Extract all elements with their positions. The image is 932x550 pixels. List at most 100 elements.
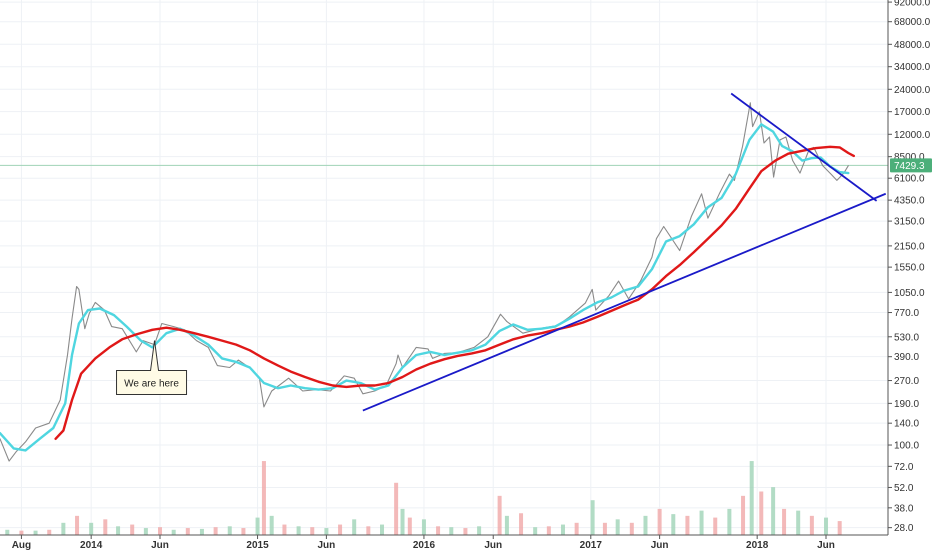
volume-bar	[241, 528, 246, 535]
trendline-resistance	[730, 92, 878, 202]
volume-bar	[296, 526, 301, 535]
x-axis-ticks: Aug 2014 Jun 2015 Jun 2016 Jun 2017 Jun 2018 Jun	[12, 535, 835, 550]
volume-bars	[5, 461, 842, 535]
volume-bar	[477, 526, 482, 535]
volume-bar	[61, 522, 66, 535]
volume-bar	[185, 528, 190, 535]
volume-bar	[727, 508, 732, 535]
y-tick-label: 12000.0	[894, 130, 931, 141]
volume-bar	[394, 482, 399, 535]
y-axis-ticks: 92000.0 68000.0 48000.0 34000.0 24000.0 17000…	[888, 0, 931, 534]
volume-bar	[699, 510, 704, 535]
y-tick-label: 770.0	[894, 308, 919, 319]
volume-bar	[158, 527, 163, 535]
volume-bar	[590, 500, 595, 535]
volume-bar	[33, 530, 38, 535]
volume-bar	[519, 513, 524, 535]
current-price-tag: 7429.3	[890, 158, 932, 173]
volume-bar	[89, 522, 94, 535]
volume-bar	[436, 526, 441, 535]
volume-bar	[282, 524, 287, 535]
annotation-box	[116, 340, 188, 396]
volume-bar	[657, 508, 662, 535]
x-tick-label: Jun	[817, 540, 835, 550]
y-tick-label: 100.0	[894, 441, 919, 452]
volume-bar	[671, 514, 676, 535]
volume-bar	[75, 515, 80, 535]
volume-bar	[171, 529, 176, 535]
y-tick-label: 1550.0	[894, 263, 925, 274]
trendline-support	[362, 192, 887, 412]
volume-bar	[782, 508, 787, 535]
volume-bar	[269, 515, 274, 535]
volume-bar	[629, 522, 634, 535]
volume-bar	[560, 524, 565, 535]
volume-bar	[771, 487, 776, 535]
volume-bar	[213, 527, 218, 535]
volume-bar	[338, 524, 343, 535]
y-tick-label: 6100.0	[894, 174, 925, 185]
volume-bar	[504, 515, 509, 535]
volume-bar	[261, 461, 266, 535]
annotation-label: We are here	[124, 379, 179, 390]
series-line-ma-fast	[0, 123, 850, 452]
current-price-tag-label: 7429.3	[894, 161, 925, 172]
y-tick-label: 48000.0	[894, 40, 931, 51]
volume-bar	[809, 515, 814, 535]
y-tick-label: 2150.0	[894, 241, 925, 252]
y-tick-label: 24000.0	[894, 85, 931, 96]
x-tick-label: 2015	[246, 540, 269, 550]
volume-bar	[407, 517, 412, 535]
annotation-callout: We are here	[116, 340, 188, 396]
volume-bar	[47, 529, 52, 535]
volume-bar	[713, 517, 718, 535]
y-tick-label: 28.0	[894, 523, 914, 534]
volume-bar	[143, 528, 148, 535]
volume-bar	[310, 527, 315, 535]
x-tick-label: 2014	[80, 540, 103, 550]
volume-bar	[227, 526, 232, 535]
y-tick-label: 34000.0	[894, 62, 931, 73]
x-tick-label: 2016	[413, 540, 436, 550]
volume-bar	[824, 517, 829, 535]
volume-bar	[546, 526, 551, 535]
volume-bar	[741, 495, 746, 535]
y-tick-label: 52.0	[894, 483, 914, 494]
y-tick-label: 68000.0	[894, 17, 931, 28]
y-tick-label: 390.0	[894, 352, 919, 363]
y-tick-label: 530.0	[894, 332, 919, 343]
volume-bar	[324, 528, 329, 535]
y-tick-label: 3150.0	[894, 217, 925, 228]
volume-bar	[574, 522, 579, 535]
gridlines	[0, 0, 888, 535]
volume-bar	[643, 515, 648, 535]
volume-bar	[116, 526, 121, 535]
x-tick-label: Jun	[317, 540, 335, 550]
x-tick-label: 2018	[746, 540, 769, 550]
volume-bar	[19, 530, 24, 535]
volume-bar	[449, 527, 454, 535]
volume-bar	[130, 524, 135, 535]
y-tick-label: 92000.0	[894, 0, 931, 9]
volume-bar	[615, 519, 620, 535]
volume-bar	[463, 528, 468, 535]
x-tick-label: Jun	[484, 540, 502, 550]
volume-bar	[366, 526, 371, 535]
volume-bar	[380, 524, 385, 535]
current-price-tag-box	[890, 158, 932, 173]
volume-bar	[796, 510, 801, 535]
x-tick-label: Jun	[151, 540, 169, 550]
volume-bar	[685, 515, 690, 535]
volume-bar	[400, 508, 405, 535]
volume-bar	[199, 528, 204, 535]
volume-bar	[602, 522, 607, 535]
series-line-price	[0, 102, 849, 462]
x-tick-label: Aug	[12, 540, 31, 550]
volume-bar	[749, 461, 754, 535]
volume-bar	[497, 495, 502, 535]
y-tick-label: 270.0	[894, 376, 919, 387]
volume-bar	[5, 529, 10, 535]
